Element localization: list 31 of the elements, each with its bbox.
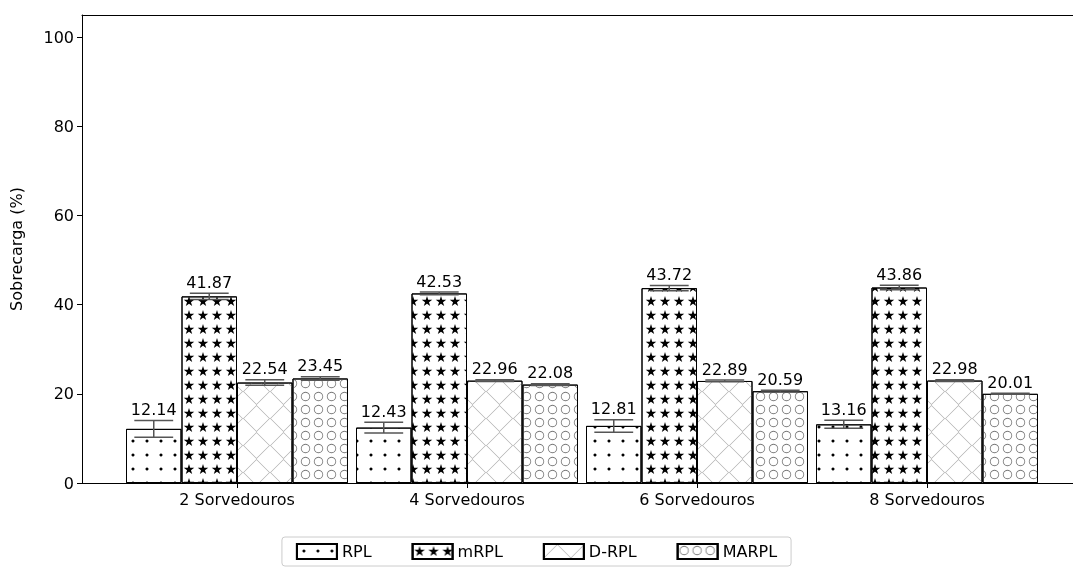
data-label: 20.01	[987, 372, 1034, 392]
data-label: 43.86	[876, 264, 923, 284]
data-label: 22.54	[241, 359, 288, 379]
data-label: 22.89	[701, 359, 748, 379]
data-label: 12.43	[360, 401, 407, 421]
x-tick-label: 8 Sorvedouros	[869, 489, 985, 509]
data-label: 12.14	[130, 399, 177, 419]
legend-label: MARPL	[722, 542, 778, 561]
legend-label: D-RPL	[588, 542, 637, 561]
y-tick-label: 40	[53, 295, 74, 315]
data-label: 20.59	[757, 369, 804, 389]
data-label: 22.96	[471, 359, 518, 379]
y-tick-label: 0	[63, 473, 74, 493]
data-label: 43.72	[646, 264, 693, 284]
legend-label: RPL	[341, 542, 372, 561]
data-label: 22.98	[931, 359, 978, 379]
y-tick-label: 20	[53, 384, 74, 404]
data-label: 41.87	[186, 272, 233, 292]
y-tick-label: 80	[53, 116, 74, 136]
data-label: 13.16	[820, 399, 867, 419]
x-tick-label: 2 Sorvedouros	[179, 489, 295, 509]
legend-label: mRPL	[457, 542, 503, 561]
data-label: 23.45	[297, 356, 344, 376]
data-label: 22.08	[527, 363, 574, 383]
y-axis-title: Sobrecarga (%)	[6, 187, 26, 311]
y-tick-label: 60	[53, 206, 74, 226]
data-label: 42.53	[416, 271, 463, 291]
x-tick-label: 4 Sorvedouros	[409, 489, 525, 509]
x-tick-label: 6 Sorvedouros	[639, 489, 755, 509]
y-tick-label: 100	[43, 27, 74, 47]
data-label: 12.81	[590, 399, 637, 419]
